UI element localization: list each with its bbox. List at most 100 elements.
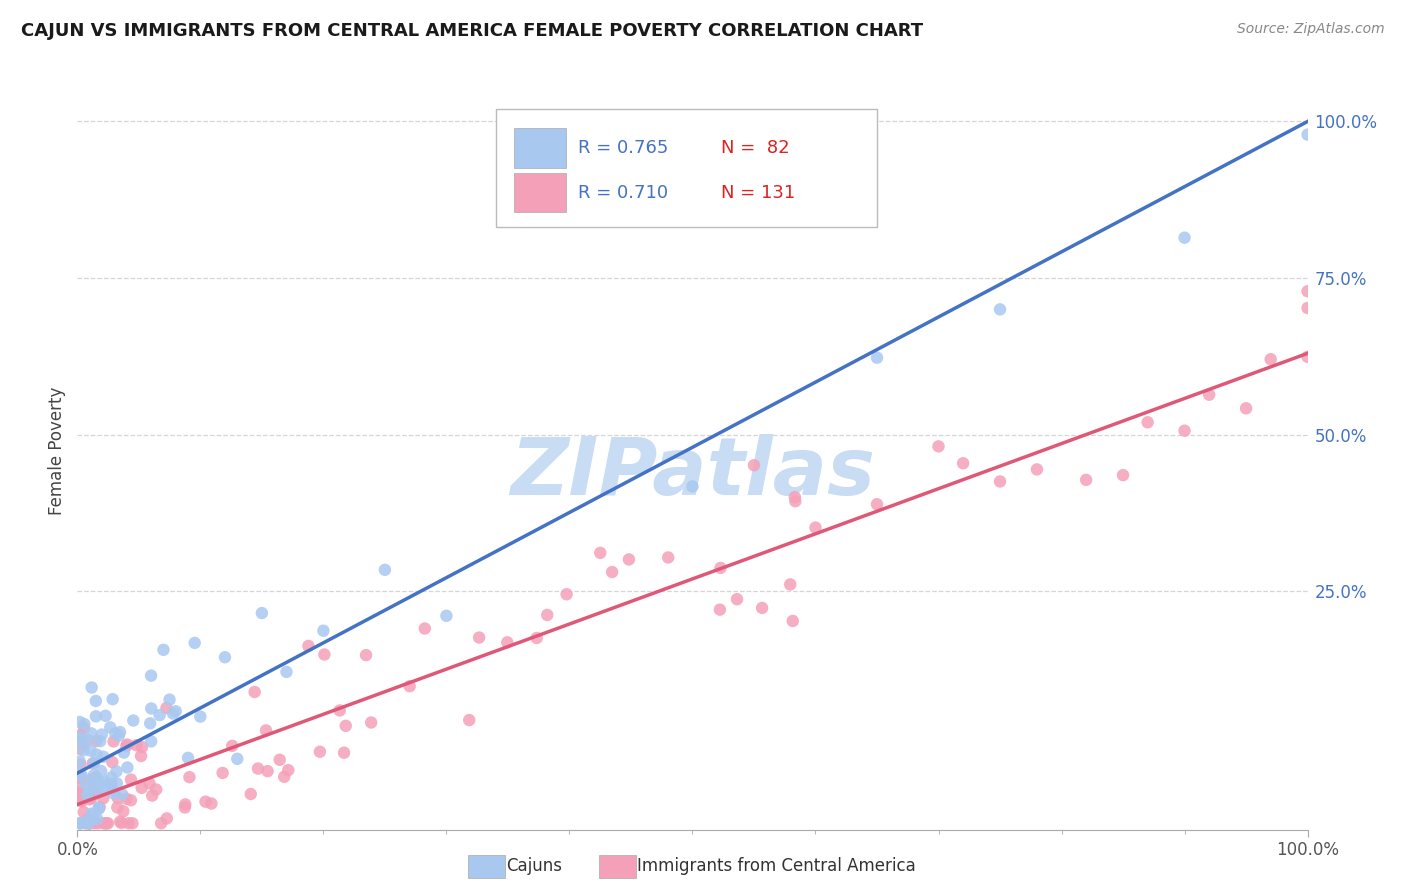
Text: N = 131: N = 131 <box>721 184 794 202</box>
Point <box>80 812 103 826</box>
Point <box>174 800 197 814</box>
Point <box>75 777 97 791</box>
Point <box>156 811 179 825</box>
Point <box>89 800 111 814</box>
Point <box>709 602 731 616</box>
Point <box>105 800 128 814</box>
Point <box>105 776 128 790</box>
Point <box>97 781 120 796</box>
Point <box>256 764 278 779</box>
Point <box>86 747 108 762</box>
Point <box>1296 301 1319 315</box>
Point <box>555 587 578 601</box>
Point <box>69 786 91 800</box>
Point <box>83 778 105 792</box>
Point <box>866 497 889 511</box>
Point <box>69 816 91 830</box>
Text: R = 0.710: R = 0.710 <box>578 184 668 202</box>
Point <box>69 730 91 744</box>
Point <box>165 704 187 718</box>
Point <box>110 816 132 830</box>
Point <box>250 606 273 620</box>
Point <box>77 816 100 830</box>
Point <box>246 762 269 776</box>
Point <box>496 635 519 649</box>
Text: Cajuns: Cajuns <box>506 857 562 875</box>
Point <box>742 458 765 473</box>
Point <box>96 816 118 830</box>
Point <box>174 797 197 812</box>
Point <box>149 708 172 723</box>
Point <box>243 685 266 699</box>
Point <box>76 733 98 747</box>
Point <box>526 631 548 645</box>
Point <box>100 771 122 785</box>
Point <box>751 601 773 615</box>
Point <box>117 760 139 774</box>
Point <box>131 780 153 795</box>
Point <box>100 777 122 791</box>
Point <box>73 736 96 750</box>
Point <box>1174 230 1197 244</box>
Point <box>73 805 96 820</box>
Point <box>83 756 105 770</box>
Point <box>105 764 128 779</box>
Point <box>188 709 212 723</box>
Point <box>120 793 142 807</box>
Point <box>97 816 120 830</box>
Point <box>226 752 249 766</box>
Point <box>79 773 101 788</box>
Point <box>101 782 124 797</box>
Point <box>72 743 94 757</box>
Point <box>141 701 163 715</box>
Point <box>139 668 162 682</box>
Point <box>69 816 91 830</box>
Point <box>104 726 127 740</box>
Point <box>101 755 124 769</box>
Point <box>84 772 107 787</box>
Point <box>69 733 91 747</box>
Point <box>335 719 357 733</box>
Point <box>112 746 135 760</box>
Point <box>1174 424 1197 438</box>
Point <box>75 816 97 830</box>
Point <box>112 805 135 819</box>
Point <box>413 622 436 636</box>
Point <box>436 608 458 623</box>
Point <box>988 302 1011 317</box>
Point <box>600 565 623 579</box>
Point <box>141 734 163 748</box>
Point <box>120 772 142 787</box>
Point <box>69 755 91 769</box>
Point <box>79 792 101 806</box>
Point <box>589 546 612 560</box>
Point <box>194 795 217 809</box>
Point <box>77 812 100 826</box>
Point <box>952 456 974 470</box>
Point <box>117 816 139 830</box>
Point <box>360 715 382 730</box>
Point <box>1260 352 1282 367</box>
Point <box>77 816 100 830</box>
Point <box>84 694 107 708</box>
Point <box>76 814 98 828</box>
Point <box>200 797 222 811</box>
Point <box>115 739 138 753</box>
Point <box>179 770 201 784</box>
Point <box>69 766 91 780</box>
Point <box>183 636 205 650</box>
Point <box>150 816 173 830</box>
Point <box>77 785 100 799</box>
Point <box>82 756 104 771</box>
Point <box>779 577 801 591</box>
Point <box>309 745 332 759</box>
Point <box>1234 401 1257 416</box>
Point <box>125 738 148 752</box>
Point <box>1136 415 1159 429</box>
Point <box>80 791 103 805</box>
Point <box>121 816 143 830</box>
Point <box>682 479 704 493</box>
Point <box>211 765 233 780</box>
Point <box>709 561 731 575</box>
Point <box>89 734 111 748</box>
